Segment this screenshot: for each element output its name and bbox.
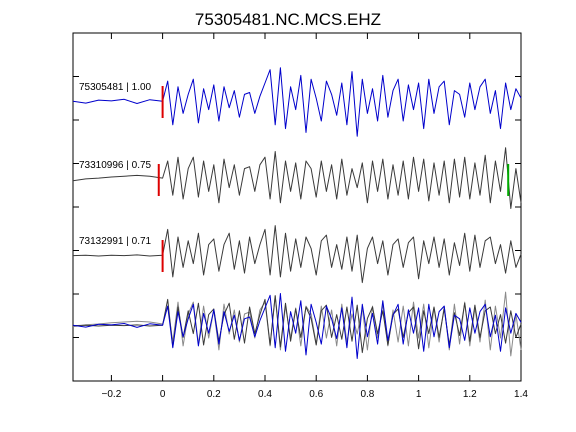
traces-group [72,67,522,359]
x-tick-label: 0.6 [309,389,323,400]
x-tick-label: 0.2 [207,389,221,400]
x-tick-label: 1.4 [514,389,528,400]
overlay-trace-1 [72,293,522,359]
x-tick-label: 0.4 [258,389,272,400]
trace-line-2 [72,147,522,209]
x-tick-label: 0 [160,389,166,400]
trace-label-1: 75305481 | 1.00 [79,82,152,93]
trace-line-3 [72,225,522,284]
trace-label-2: 73310996 | 0.75 [79,160,152,171]
x-tick-label: −0.2 [102,389,122,400]
x-axis-ticks: −0.2 0 0.2 0.4 0.6 0.8 1 1.2 1.4 [102,33,528,400]
trace-labels-group: 75305481 | 1.00 73310996 | 0.75 73132991 |… [79,82,152,247]
x-tick-label: 1.2 [463,389,477,400]
overlay-trace-3 [72,295,522,354]
x-tick-label: 1 [416,389,422,400]
x-tick-label: 0.8 [360,389,374,400]
trace-line-1 [72,67,522,137]
chart-title: 75305481.NC.MCS.EHZ [195,10,381,29]
trace-label-3: 73132991 | 0.71 [79,236,152,247]
